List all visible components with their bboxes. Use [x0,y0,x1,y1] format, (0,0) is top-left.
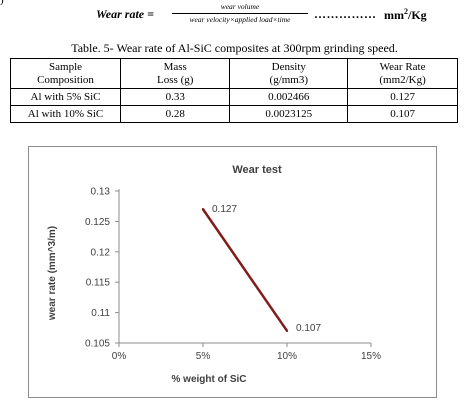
clipped-text-fragment: ) [0,0,4,6]
y-tick-label: 0.11 [91,308,110,319]
wear-rate-formula: Wear rate = wear volume wear velocity×ap… [96,2,456,26]
fraction-bar [172,13,308,14]
table-row: Al with 5% SiC 0.33 0.002466 0.127 [9,88,458,106]
header-line: Loss (g) [157,73,194,86]
unit-tail: /Kg [408,8,427,22]
header-line: Mass [163,60,187,73]
y-tick-label: 0.12 [91,247,111,258]
table-cell: 0.127 [347,88,458,106]
header-line: (g/mm3) [269,73,309,86]
chart-title: Wear test [232,164,282,176]
table-header-row: Sample Composition Mass Loss (g) Density (g… [9,58,458,89]
data-point [285,329,289,333]
table-cell: Al with 5% SiC [9,88,122,106]
data-point [201,208,205,211]
formula-lhs: Wear rate = [96,7,154,21]
x-tick-label: 15% [361,351,381,362]
formula-fraction: wear volume wear velocity×applied load×t… [172,2,308,25]
x-tick-label: 0% [112,351,127,362]
table-cell: 0.33 [120,88,231,106]
header-line: Density [271,60,306,73]
y-tick-label: 0.105 [85,339,110,350]
unit-sup: 2 [404,7,408,16]
header-density: Density (g/mm3) [229,58,349,89]
x-tick-label: 5% [196,351,211,362]
y-tick-label: 0.13 [91,187,111,198]
table-caption: Table. 5- Wear rate of Al-SiC composites… [71,41,398,55]
header-mass-loss: Mass Loss (g) [120,58,231,89]
x-tick-label: 10% [277,351,297,362]
y-tick-label: 0.115 [86,278,111,289]
unit-base: mm [384,8,404,22]
formula-numerator: wear volume [220,2,260,11]
y-axis-label: wear rate (mm^3/m) [47,226,58,321]
data-label: 0.107 [296,323,321,334]
header-line: Wear Rate [379,60,426,73]
header-line: (mm2/Kg) [379,73,426,86]
formula-denominator: wear velocity×applied load×time [189,15,291,24]
table-cell: Al with 10% SiC [9,105,122,123]
table-cell: 0.107 [347,105,458,123]
wear-test-chart: Wear test 0.105 0.11 0.115 0.12 0.125 0.13 0% 5%… [28,146,437,398]
header-composition: Sample Composition [9,58,122,89]
y-tick-label: 0.125 [85,217,110,228]
header-line: Sample [49,60,83,73]
formula-dots: …………… [314,7,377,21]
data-label: 0.127 [212,204,237,215]
wear-rate-table: Sample Composition Mass Loss (g) Density (g… [9,58,458,123]
formula-unit: mm2/Kg [384,7,427,23]
header-line: Composition [37,73,94,86]
table-cell: 0.002466 [229,88,349,106]
x-axis-label: % weight of SiC [172,374,247,385]
table-cell: 0.0023125 [229,105,349,123]
table-cell: 0.28 [120,105,231,123]
header-wear-rate: Wear Rate (mm2/Kg) [347,58,458,89]
table-row: Al with 10% SiC 0.28 0.0023125 0.107 [9,105,458,123]
series-line [201,208,289,332]
chart-svg: Wear test 0.105 0.11 0.115 0.12 0.125 0.13 0% 5%… [47,164,381,385]
